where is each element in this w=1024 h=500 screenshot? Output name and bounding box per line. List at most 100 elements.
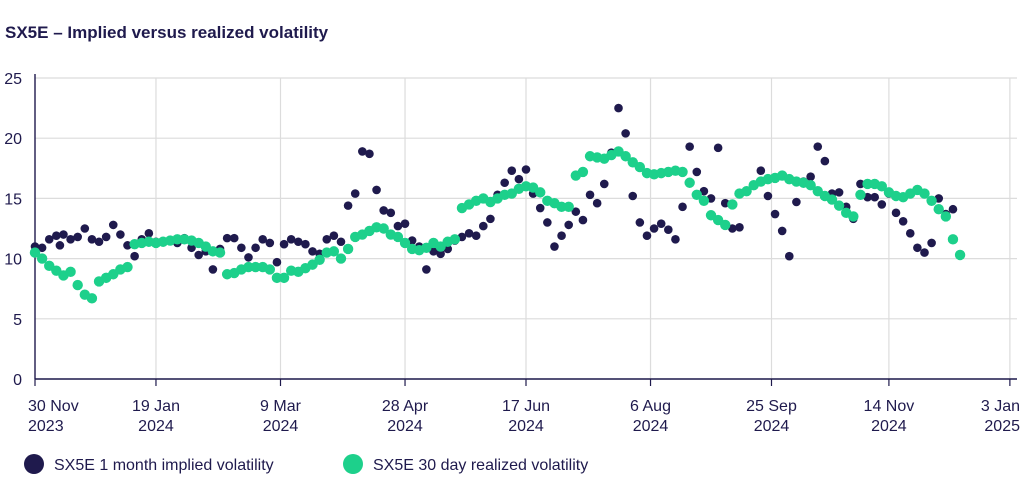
- realized-vol-point: [214, 247, 226, 258]
- x-tick-year-label: 2024: [508, 418, 544, 435]
- implied-vol-point: [471, 231, 481, 241]
- implied-vol-point: [329, 231, 339, 241]
- x-tick-year-label: 2024: [263, 418, 299, 435]
- implied-vol-point: [194, 250, 203, 260]
- implied-vol-point: [350, 189, 360, 198]
- implied-vol-point: [877, 200, 887, 209]
- implied-vol-point: [116, 230, 125, 239]
- implied-vol-point: [55, 241, 65, 250]
- implied-vol-point: [770, 209, 780, 219]
- implied-vol-point: [585, 190, 595, 200]
- implied-vol-point: [500, 178, 509, 188]
- implied-vol-point: [649, 224, 659, 233]
- implied-vol-point: [37, 243, 47, 253]
- realized-vol-point: [940, 211, 952, 222]
- implied-vol-point: [308, 247, 317, 256]
- legend-label: SX5E 1 month implied volatility: [54, 457, 274, 474]
- realized-vol-point: [342, 243, 354, 255]
- implied-vol-point: [507, 166, 517, 176]
- realized-vol-point: [698, 195, 710, 207]
- implied-vol-point: [635, 218, 645, 227]
- implied-vol-point: [486, 214, 495, 224]
- implied-vol-point: [279, 239, 289, 249]
- realized-vol-point: [684, 177, 695, 188]
- implied-vol-point: [187, 243, 196, 253]
- implied-vol-point: [244, 253, 253, 262]
- realized-vol-point: [65, 266, 76, 278]
- realized-vol-point: [449, 234, 461, 245]
- implied-vol-point: [614, 103, 623, 113]
- realized-vol-point: [947, 234, 959, 245]
- implied-vol-point: [792, 197, 801, 207]
- x-tick-year-label: 2024: [138, 418, 174, 435]
- x-tick-label: 25 Sep: [746, 398, 797, 415]
- implied-vol-point: [599, 179, 609, 189]
- implied-vol-point: [144, 229, 154, 238]
- y-tick-label: 25: [4, 71, 22, 88]
- chart-title: SX5E – Implied versus realized volatilit…: [5, 23, 329, 42]
- implied-vol-point: [208, 265, 218, 274]
- x-tick-year-label: 2024: [754, 418, 790, 435]
- implied-vol-point: [66, 235, 75, 244]
- implied-vol-point: [94, 237, 104, 247]
- implied-vol-point: [777, 226, 787, 236]
- x-tick-year-label: 2024: [871, 418, 907, 435]
- implied-vol-point: [464, 229, 474, 238]
- implied-vol-point: [237, 243, 246, 253]
- implied-vol-point: [920, 248, 929, 257]
- realized-vol-point: [86, 293, 98, 304]
- implied-vol-point: [87, 235, 97, 244]
- implied-vol-point: [400, 219, 410, 228]
- realized-vol-point: [250, 261, 261, 273]
- implied-vol-point: [870, 192, 879, 202]
- y-tick-label: 0: [13, 372, 22, 389]
- implied-vol-point: [293, 237, 303, 247]
- implied-vol-point: [322, 235, 332, 244]
- implied-vol-point: [763, 191, 773, 201]
- implied-vol-point: [393, 221, 403, 231]
- x-tick-label: 17 Jun: [502, 398, 550, 415]
- y-tick-label: 10: [4, 252, 22, 269]
- realized-vol-point: [677, 166, 688, 178]
- realized-vol-point: [335, 253, 347, 264]
- legend-item: SX5E 1 month implied volatility: [24, 454, 274, 474]
- implied-vol-point: [479, 221, 488, 231]
- realized-vol-point: [563, 201, 574, 213]
- implied-vol-point: [229, 233, 239, 243]
- series-implied-volatility: [30, 103, 958, 274]
- x-tick-label: 19 Jan: [132, 398, 180, 415]
- implied-vol-point: [101, 232, 111, 242]
- implied-vol-point: [543, 218, 552, 227]
- realized-vol-point: [634, 161, 646, 173]
- realized-vol-point: [876, 181, 887, 192]
- implied-vol-point: [948, 204, 958, 214]
- realized-vol-point: [392, 231, 404, 243]
- realized-vol-point: [314, 254, 325, 266]
- realized-vol-point: [535, 187, 546, 198]
- implied-vol-point: [621, 129, 630, 138]
- realized-vol-point: [926, 195, 937, 207]
- legend-marker: [343, 454, 363, 474]
- realized-vol-point: [72, 279, 83, 291]
- implied-vol-point: [52, 231, 61, 241]
- implied-vol-point: [571, 207, 581, 216]
- implied-vol-point: [222, 233, 232, 243]
- implied-vol-point: [671, 235, 680, 244]
- implied-vol-point: [905, 229, 915, 238]
- realized-vol-point: [727, 199, 738, 210]
- implied-vol-point: [891, 208, 901, 218]
- implied-vol-point: [856, 179, 865, 189]
- implied-vol-point: [656, 219, 666, 228]
- y-tick-label: 20: [4, 131, 22, 148]
- implied-vol-point: [820, 156, 830, 166]
- implied-vol-point: [358, 147, 367, 156]
- x-tick-year-label: 2025: [984, 418, 1020, 435]
- implied-vol-point: [521, 165, 531, 174]
- implied-vol-point: [73, 232, 82, 242]
- realized-vol-point: [848, 211, 859, 222]
- realized-vol-point: [620, 151, 631, 162]
- realized-vol-point: [243, 261, 254, 273]
- x-tick-label: 30 Nov: [28, 398, 79, 415]
- y-tick-label: 5: [13, 312, 22, 329]
